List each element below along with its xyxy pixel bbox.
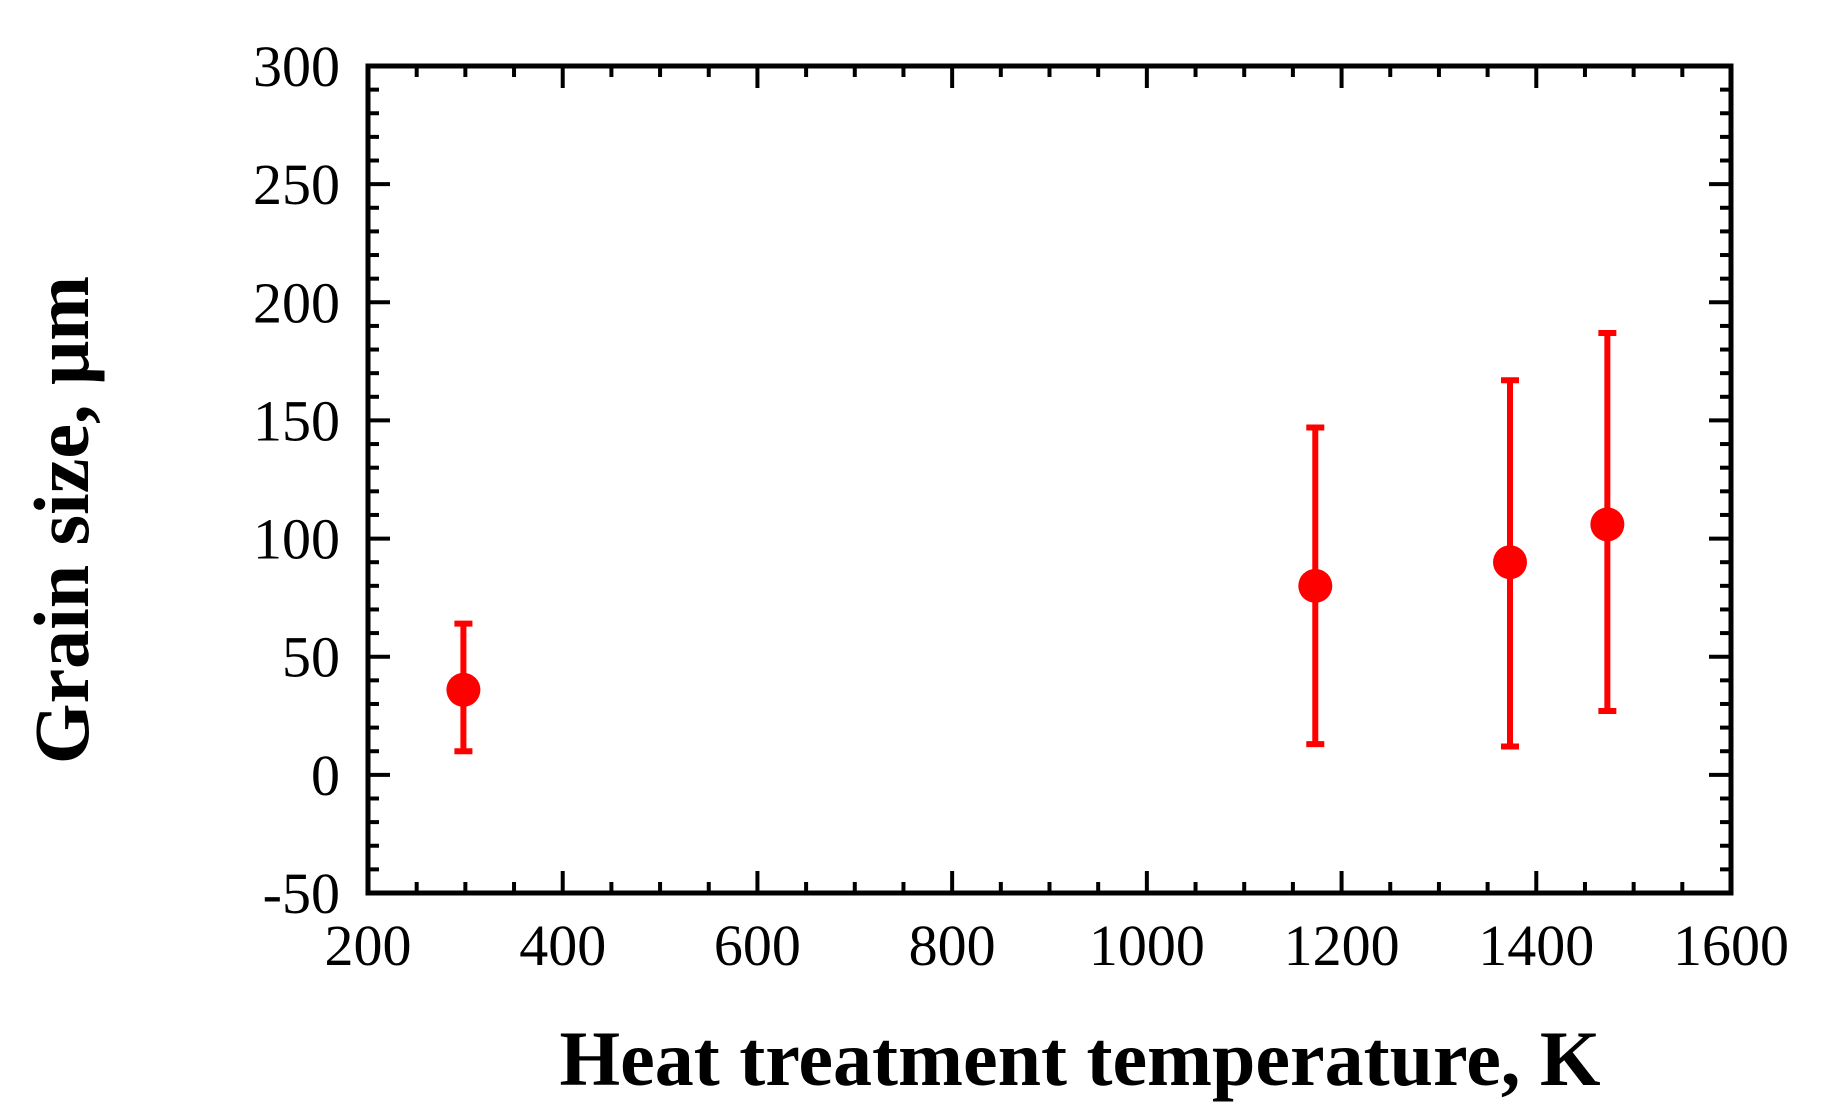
y-tick-label: 250 [253,152,340,217]
error-bars-group [454,330,1617,755]
y-tick-label: 50 [282,625,340,690]
y-tick-label: 150 [253,388,340,453]
data-point [1298,568,1333,603]
x-axis-title: Heat treatment temperature, K [559,1015,1600,1102]
y-tick-label: 100 [253,507,340,572]
y-axis-title: Grain size, μm [18,276,105,764]
y-tick-label: 200 [253,270,340,335]
axis-ticks-group [366,64,1733,895]
x-tick-labels-group: 200 400 600 800 1000 1200 1400 1600 [325,913,1790,978]
data-points-group [446,507,1625,707]
data-point [1492,545,1527,580]
x-tick-label: 1600 [1673,913,1789,978]
y-tick-label: 0 [311,743,340,808]
x-tick-label: 1200 [1284,913,1400,978]
y-tick-label: -50 [263,861,340,926]
data-point [1590,507,1625,542]
y-tick-labels-group: -50 0 50 100 150 200 250 300 [253,34,340,926]
x-tick-label: 1000 [1089,913,1205,978]
x-tick-label: 600 [714,913,801,978]
x-tick-label: 400 [519,913,606,978]
y-tick-label: 300 [253,34,340,99]
data-point [446,672,481,707]
plot-frame-group [365,63,1734,896]
x-tick-label: 200 [325,913,412,978]
x-tick-label: 800 [909,913,996,978]
x-tick-label: 1400 [1478,913,1594,978]
plot-frame [365,63,1734,896]
